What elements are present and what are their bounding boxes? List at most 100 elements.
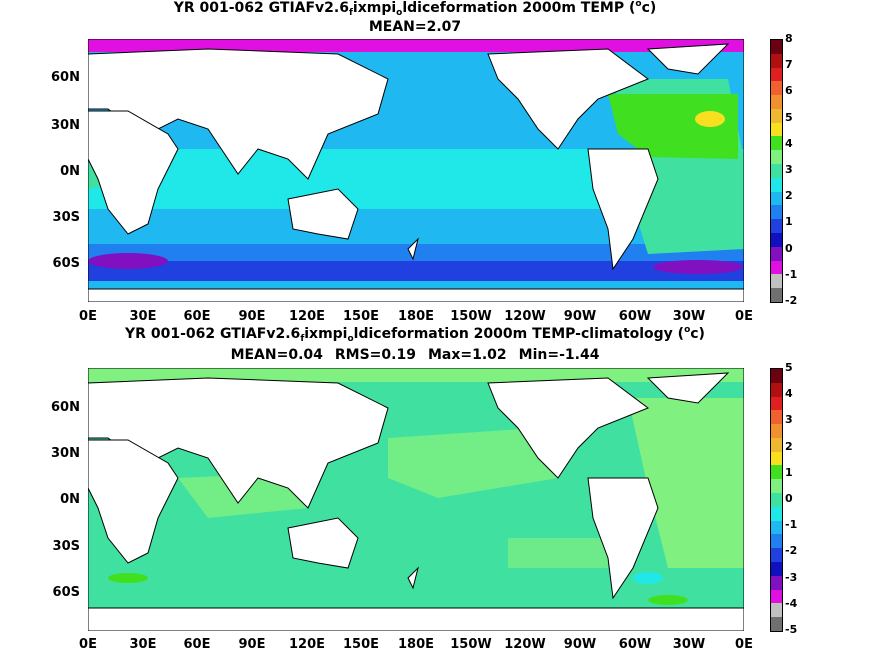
colorbar-tick-label: 3 [785, 413, 793, 427]
x-tick-label: 60E [183, 637, 211, 652]
colorbar-segment [771, 205, 782, 220]
stat-mean: MEAN=0.04 [230, 347, 323, 363]
colorbar-segment [771, 260, 782, 275]
x-tick-label: 180E [397, 637, 435, 652]
colorbar-segment [771, 603, 782, 618]
x-tick-label: 150E [342, 309, 380, 324]
colorbar-segment [771, 465, 782, 480]
y-tick-label: 30N [51, 446, 80, 461]
colorbar-segment [771, 410, 782, 425]
x-tick-label: 120W [504, 309, 546, 324]
stat-min: Min=-1.44 [518, 347, 600, 363]
colorbar-segment [771, 396, 782, 411]
colorbar-tick-label: 5 [785, 110, 793, 124]
colorbar-tick-label: -3 [785, 570, 798, 584]
land-africa [88, 110, 179, 235]
land-africa [88, 439, 179, 564]
y-tick-label: 30N [51, 118, 80, 133]
land-greenland [646, 372, 730, 404]
x-tick-label: 90E [238, 637, 266, 652]
colorbar-2 [770, 368, 783, 632]
colorbar-tick-label: 3 [785, 163, 793, 176]
colorbar-tick-label: 7 [785, 58, 793, 72]
x-tick-label: 0E [79, 637, 97, 652]
x-tick-label: 150W [450, 309, 492, 324]
land-australia [287, 188, 359, 240]
colorbar-segment [771, 520, 782, 535]
land-new-zealand [407, 566, 419, 590]
y-tick-label: 60N [51, 70, 80, 85]
colorbar-tick-label: -2 [785, 294, 798, 307]
colorbar-tick-label: 4 [785, 136, 793, 150]
colorbar-segment [771, 108, 782, 123]
colorbar-segment [771, 136, 782, 151]
map-panel-1 [88, 39, 744, 302]
ocean-field-med-outflow [695, 111, 725, 127]
ocean-field-ross [653, 260, 743, 274]
map-title-2: YR 001-062 GTIAFv2.6fixmpioldiceformatio… [125, 325, 705, 344]
land-antarctica [88, 288, 744, 302]
land-north-america [487, 48, 650, 150]
colorbar-segment [771, 382, 782, 397]
land-australia [287, 517, 359, 569]
x-tick-label: 120E [288, 309, 326, 324]
x-tick-label: 30W [672, 637, 706, 652]
colorbar-segment [771, 150, 782, 165]
x-tick-label: 60E [183, 309, 211, 324]
land-south-america [587, 148, 659, 271]
colorbar-tick-label: 2 [785, 439, 793, 453]
x-tick-label: 0E [735, 637, 753, 652]
x-tick-label: 30E [129, 637, 157, 652]
ocean-field-weddell [88, 253, 168, 269]
colorbar-tick-label: 2 [785, 189, 793, 203]
x-tick-label: 90W [563, 309, 597, 324]
x-tick-label: 60W [618, 309, 652, 324]
colorbar-segment [771, 122, 782, 137]
ocean-field-arctic [88, 39, 744, 52]
colorbar-tick-label: 6 [785, 84, 793, 98]
colorbar-segment [771, 369, 782, 383]
map-svg-2 [88, 368, 744, 631]
land-masses [88, 43, 744, 302]
x-tick-label: 150E [342, 637, 380, 652]
colorbar-segment [771, 493, 782, 507]
colorbar-segment [771, 177, 782, 192]
map-title-1: YR 001-062 GTIAFv2.6fixmpioldiceformatio… [173, 0, 657, 18]
anomaly-field-positive [648, 595, 688, 605]
stat-rms: RMS=0.19 [334, 347, 416, 363]
land-north-america [487, 377, 650, 479]
x-tick-label: 30E [129, 309, 157, 324]
colorbar-segment [771, 575, 782, 590]
colorbar-tick-label: -4 [785, 596, 798, 610]
colorbar-segment [771, 246, 782, 261]
stat-max: Max=1.02 [427, 347, 507, 363]
x-tick-label: 180E [397, 309, 435, 324]
colorbar-segment [771, 164, 782, 178]
land-south-america [587, 477, 659, 600]
colorbar-segment [771, 191, 782, 206]
colorbar-segment [771, 288, 782, 302]
colorbar-segment [771, 617, 782, 631]
x-tick-label: 90E [238, 309, 266, 324]
colorbar-segment [771, 67, 782, 82]
stat-mean: MEAN=2.07 [368, 19, 462, 35]
x-tick-label: 120W [504, 637, 546, 652]
y-tick-label: 0N [60, 164, 80, 179]
map-panel-2 [88, 368, 744, 631]
x-tick-label: 150W [450, 637, 492, 652]
y-tick-label: 60S [52, 256, 80, 271]
ocean-field-southern [88, 261, 744, 281]
colorbar-segment [771, 534, 782, 549]
land-masses [88, 372, 744, 631]
anomaly-field-negative [633, 572, 663, 584]
ocean-field-south2 [88, 244, 744, 264]
colorbar-segment [771, 479, 782, 494]
colorbar-segment [771, 589, 782, 604]
y-tick-label: 60S [52, 585, 80, 600]
colorbar-segment [771, 506, 782, 521]
colorbar-segment [771, 53, 782, 68]
colorbar-tick-label: 0 [785, 241, 793, 255]
colorbar-tick-label: 4 [785, 387, 793, 401]
colorbar-tick-label: 1 [785, 215, 793, 229]
anomaly-field-atlantic [628, 398, 744, 568]
